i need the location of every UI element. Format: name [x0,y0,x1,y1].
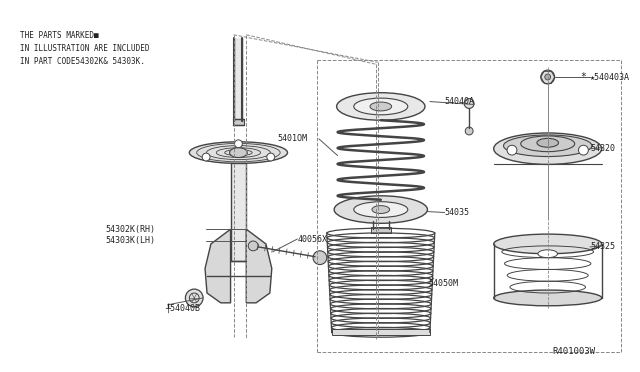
Circle shape [545,74,550,80]
Text: ★540403A: ★540403A [590,73,630,81]
Ellipse shape [370,102,392,111]
Text: R401003W: R401003W [552,347,596,356]
Text: 54050M: 54050M [428,279,458,288]
Ellipse shape [372,206,390,214]
Ellipse shape [537,138,559,147]
Circle shape [186,289,203,307]
Ellipse shape [493,234,602,254]
Circle shape [267,153,275,161]
Text: 54325: 54325 [590,243,615,251]
Circle shape [248,241,258,251]
Bar [230,163,246,261]
Circle shape [234,140,243,148]
Text: 54303K(LH): 54303K(LH) [105,237,155,246]
Text: *: * [580,72,586,82]
Text: 54035: 54035 [445,208,470,217]
Ellipse shape [354,202,408,217]
Ellipse shape [230,148,247,157]
Ellipse shape [493,133,602,164]
Circle shape [202,153,210,161]
Text: THE PARTS MARKED■
IN ILLUSTRATION ARE INCLUDED
IN PART CODE54302K& 54303K.: THE PARTS MARKED■ IN ILLUSTRATION ARE IN… [20,31,150,66]
Bar [232,119,244,125]
Bar [234,38,243,121]
Circle shape [507,145,517,155]
Text: 54302K(RH): 54302K(RH) [105,225,155,234]
Circle shape [464,99,474,108]
Polygon shape [205,229,230,303]
Circle shape [313,251,327,264]
Ellipse shape [337,93,425,120]
Text: 54320: 54320 [590,144,615,153]
Circle shape [541,70,555,84]
Ellipse shape [538,250,557,258]
Ellipse shape [334,196,428,223]
Bar [371,227,390,233]
Circle shape [465,127,473,135]
Ellipse shape [354,98,408,115]
Ellipse shape [504,135,592,157]
Circle shape [579,145,588,155]
Text: 40056X: 40056X [298,234,327,244]
Bar [332,329,430,335]
Text: 5401OM: 5401OM [277,134,307,143]
Text: 54040A: 54040A [444,97,474,106]
Ellipse shape [521,136,575,152]
Ellipse shape [189,142,287,163]
Text: ╀54040B: ╀54040B [164,303,200,312]
Polygon shape [246,229,272,303]
Ellipse shape [493,290,602,306]
